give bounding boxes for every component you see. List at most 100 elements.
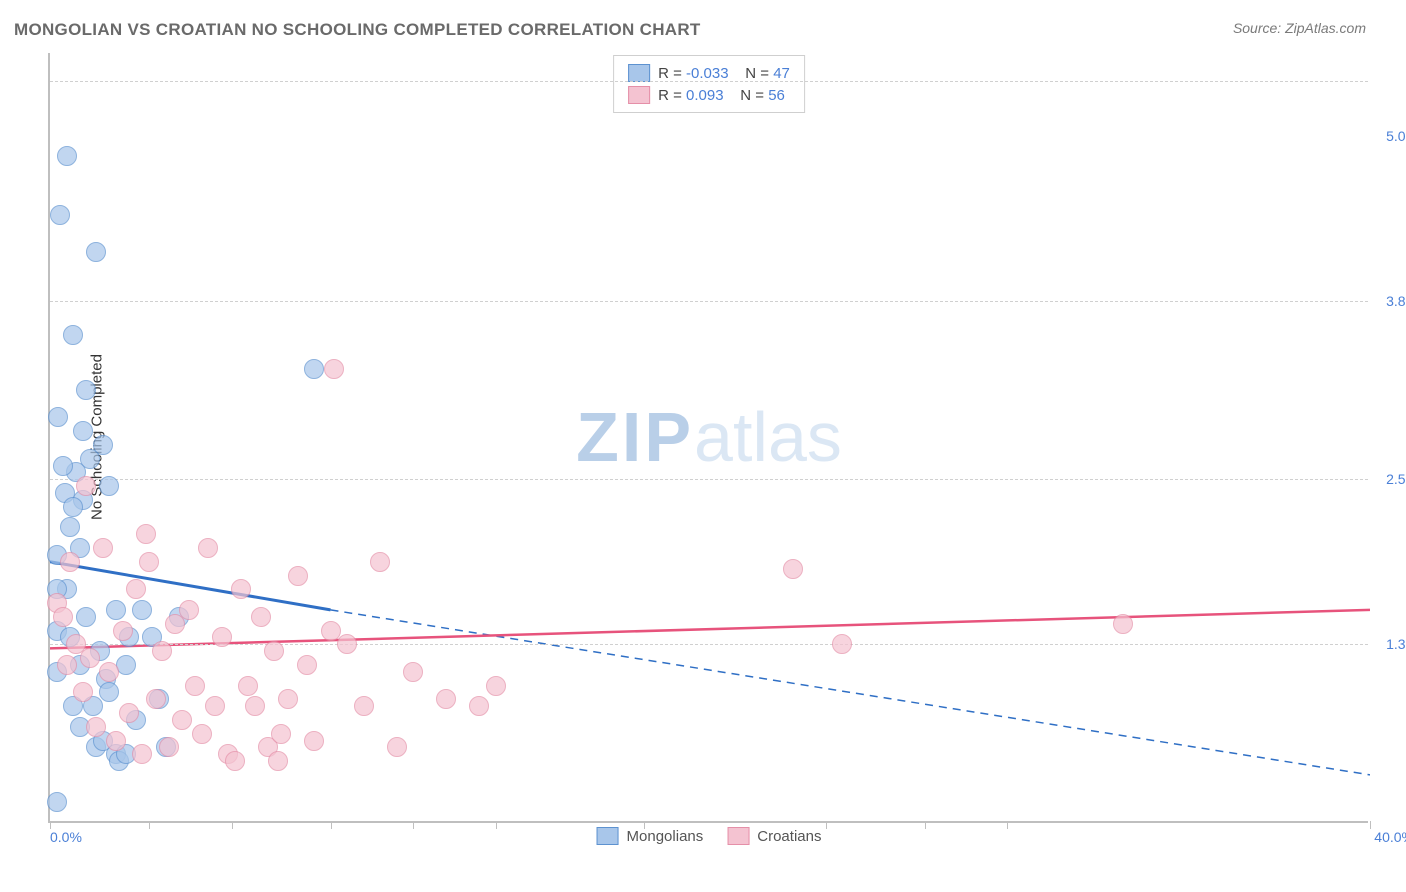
swatch-mongolians xyxy=(597,827,619,845)
point-croatian xyxy=(264,641,284,661)
point-croatian xyxy=(337,634,357,654)
gridline xyxy=(50,301,1368,302)
legend-text: R = 0.093 N = 56 xyxy=(658,87,785,104)
point-croatian xyxy=(136,524,156,544)
x-tick xyxy=(644,821,645,829)
source-attribution: Source: ZipAtlas.com xyxy=(1233,20,1366,36)
x-tick xyxy=(149,821,150,829)
gridline xyxy=(50,479,1368,480)
point-croatian xyxy=(469,696,489,716)
point-croatian xyxy=(53,607,73,627)
x-tick xyxy=(925,821,926,829)
point-croatian xyxy=(119,703,139,723)
point-croatian xyxy=(179,600,199,620)
x-tick xyxy=(826,821,827,829)
r-value: -0.033 xyxy=(686,65,729,82)
point-mongolian xyxy=(57,146,77,166)
point-croatian xyxy=(1113,614,1133,634)
point-croatian xyxy=(205,696,225,716)
point-croatian xyxy=(139,552,159,572)
n-label: N = xyxy=(745,65,773,82)
point-croatian xyxy=(225,751,245,771)
point-croatian xyxy=(278,689,298,709)
swatch-mongolians xyxy=(628,64,650,82)
point-croatian xyxy=(271,724,291,744)
point-croatian xyxy=(57,655,77,675)
x-min-label: 0.0% xyxy=(50,829,82,845)
r-value: 0.093 xyxy=(686,87,724,104)
point-croatian xyxy=(146,689,166,709)
n-value: 56 xyxy=(768,87,785,104)
point-croatian xyxy=(198,538,218,558)
legend-item-mongolians: Mongolians xyxy=(597,827,704,845)
point-croatian xyxy=(126,579,146,599)
n-label: N = xyxy=(740,87,768,104)
point-mongolian xyxy=(60,517,80,537)
plot-area: No Schooling Completed ZIPatlas R = -0.0… xyxy=(48,53,1368,823)
point-croatian xyxy=(106,731,126,751)
point-mongolian xyxy=(73,421,93,441)
point-croatian xyxy=(387,737,407,757)
point-mongolian xyxy=(47,792,67,812)
point-mongolian xyxy=(63,325,83,345)
chart-container: No Schooling Completed ZIPatlas R = -0.0… xyxy=(48,53,1368,853)
point-croatian xyxy=(212,627,232,647)
point-croatian xyxy=(370,552,390,572)
chart-header: MONGOLIAN VS CROATIAN NO SCHOOLING COMPL… xyxy=(0,0,1406,48)
watermark-light: atlas xyxy=(694,398,842,476)
source-name: ZipAtlas.com xyxy=(1285,20,1366,36)
x-max-label: 40.0% xyxy=(1374,829,1406,845)
legend-label: Croatians xyxy=(757,828,821,845)
point-croatian xyxy=(403,662,423,682)
point-croatian xyxy=(152,641,172,661)
point-croatian xyxy=(304,731,324,751)
legend-text: R = -0.033 N = 47 xyxy=(658,65,790,82)
gridline xyxy=(50,81,1368,82)
point-mongolian xyxy=(86,242,106,262)
point-mongolian xyxy=(53,456,73,476)
point-mongolian xyxy=(63,497,83,517)
point-croatian xyxy=(231,579,251,599)
point-croatian xyxy=(288,566,308,586)
watermark-bold: ZIP xyxy=(576,398,694,476)
r-label: R = xyxy=(658,87,686,104)
point-mongolian xyxy=(132,600,152,620)
point-mongolian xyxy=(76,607,96,627)
point-croatian xyxy=(185,676,205,696)
point-croatian xyxy=(99,662,119,682)
point-croatian xyxy=(297,655,317,675)
point-mongolian xyxy=(99,476,119,496)
point-mongolian xyxy=(93,435,113,455)
gridline xyxy=(50,644,1368,645)
point-croatian xyxy=(436,689,456,709)
point-mongolian xyxy=(50,205,70,225)
point-croatian xyxy=(251,607,271,627)
swatch-croatians xyxy=(727,827,749,845)
chart-title: MONGOLIAN VS CROATIAN NO SCHOOLING COMPL… xyxy=(14,20,701,40)
point-croatian xyxy=(192,724,212,744)
point-croatian xyxy=(80,648,100,668)
point-croatian xyxy=(321,621,341,641)
legend-item-croatians: Croatians xyxy=(727,827,821,845)
watermark: ZIPatlas xyxy=(576,397,842,477)
legend-correlation: R = -0.033 N = 47 R = 0.093 N = 56 xyxy=(613,55,805,113)
x-tick xyxy=(1370,821,1371,829)
point-mongolian xyxy=(99,682,119,702)
point-mongolian xyxy=(48,407,68,427)
legend-row-croatians: R = 0.093 N = 56 xyxy=(628,84,790,106)
point-mongolian xyxy=(304,359,324,379)
n-value: 47 xyxy=(773,65,790,82)
point-croatian xyxy=(172,710,192,730)
point-croatian xyxy=(486,676,506,696)
y-tick-label: 2.5% xyxy=(1386,471,1406,487)
point-croatian xyxy=(93,538,113,558)
point-croatian xyxy=(113,621,133,641)
point-croatian xyxy=(324,359,344,379)
point-croatian xyxy=(159,737,179,757)
y-tick-label: 1.3% xyxy=(1386,636,1406,652)
y-tick-label: 5.0% xyxy=(1386,128,1406,144)
point-croatian xyxy=(60,552,80,572)
point-croatian xyxy=(245,696,265,716)
y-tick-label: 3.8% xyxy=(1386,293,1406,309)
r-label: R = xyxy=(658,65,686,82)
